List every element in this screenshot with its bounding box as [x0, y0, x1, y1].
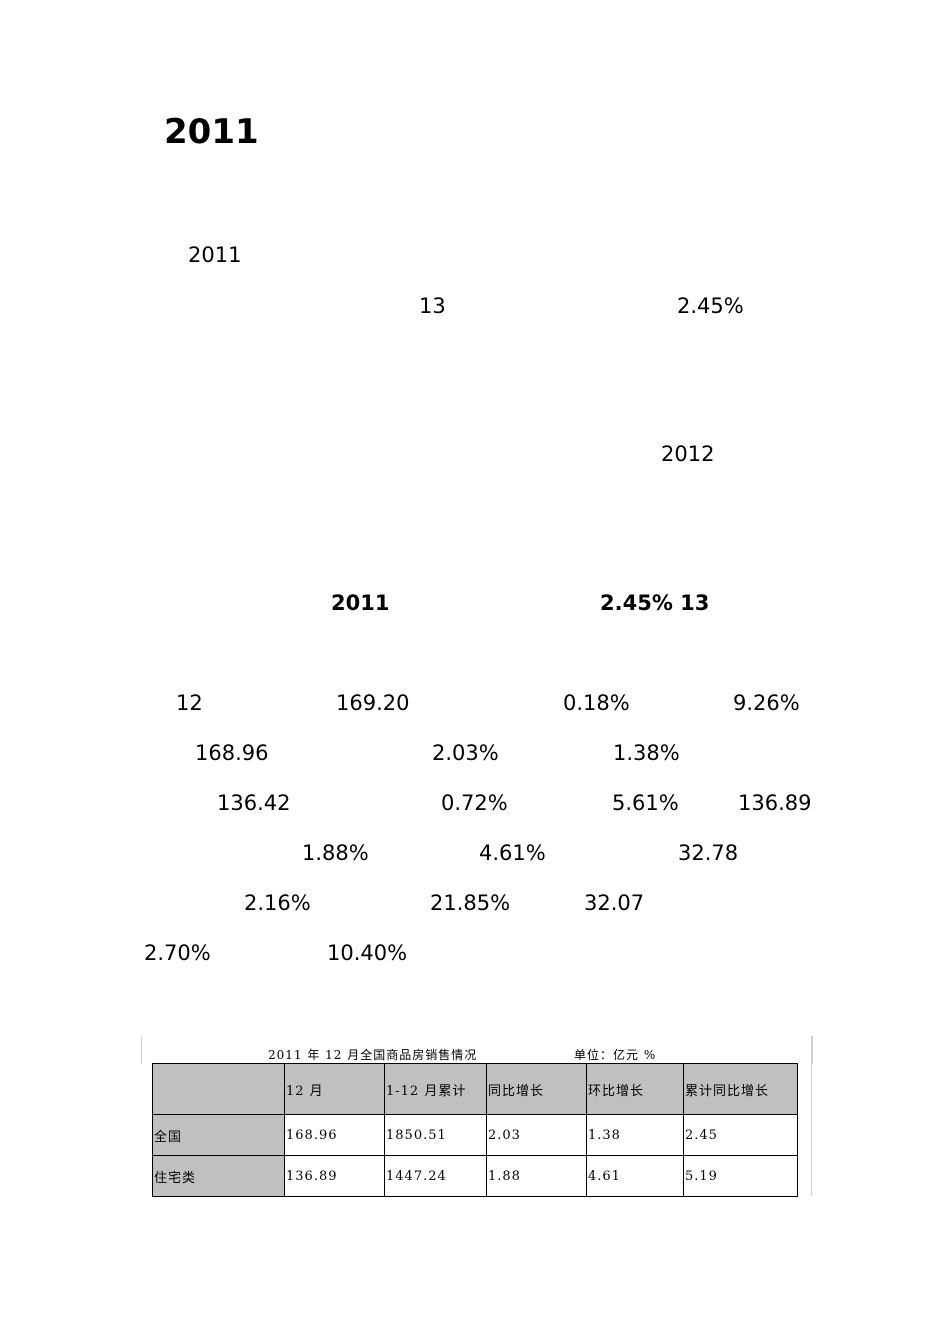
- header-cell-yoy: 同比增长: [486, 1063, 587, 1115]
- table-right-rule: [811, 1036, 812, 1196]
- header-cell-mom: 环比增长: [586, 1063, 684, 1115]
- table-cell: 136.89: [284, 1155, 385, 1197]
- summary-year: 2011: [331, 591, 390, 615]
- fig-r6-a: 2.70%: [144, 941, 211, 965]
- table-cell: 4.61: [586, 1155, 684, 1197]
- fig-r2-c: 1.38%: [613, 741, 680, 765]
- header-cell-cumulative: 1-12 月累计: [384, 1063, 487, 1115]
- table-cell: 5.19: [683, 1155, 798, 1197]
- table-caption-left: 2011 年 12 月全国商品房销售情况: [268, 1048, 478, 1062]
- sales-table: 12 月 1-12 月累计 同比增长 环比增长 累计同比增长 全国 168.96…: [152, 1063, 798, 1197]
- fig-r4-a: 1.88%: [302, 841, 369, 865]
- header-cell-blank: [152, 1063, 285, 1115]
- para1-year: 2011: [188, 243, 242, 267]
- fig-r1-b: 169.20: [336, 691, 410, 715]
- table-cell: 1447.24: [384, 1155, 487, 1197]
- table-caption-frame: [141, 1036, 813, 1064]
- table-cell: 1.38: [586, 1114, 684, 1156]
- fig-r3-c: 5.61%: [612, 791, 679, 815]
- table-header-row: 12 月 1-12 月累计 同比增长 环比增长 累计同比增长: [152, 1063, 798, 1115]
- fig-r1-c: 0.18%: [563, 691, 630, 715]
- table-caption-right: 单位：亿元 %: [574, 1048, 657, 1062]
- fig-r3-a: 136.42: [217, 791, 291, 815]
- fig-r1-a: 12: [176, 691, 203, 715]
- fig-r2-a: 168.96: [195, 741, 269, 765]
- header-cell-month: 12 月: [284, 1063, 385, 1115]
- page-title: 2011: [164, 112, 259, 152]
- fig-r5-b: 21.85%: [430, 891, 511, 915]
- summary-percent-count: 2.45% 13: [600, 591, 710, 615]
- para1-count: 13: [419, 294, 446, 318]
- row-label: 住宅类: [152, 1155, 285, 1197]
- table-row: 住宅类 136.89 1447.24 1.88 4.61 5.19: [152, 1155, 798, 1197]
- table-cell: 1850.51: [384, 1114, 487, 1156]
- fig-r6-b: 10.40%: [327, 941, 408, 965]
- fig-r4-b: 4.61%: [479, 841, 546, 865]
- table-cell: 1.88: [486, 1155, 587, 1197]
- table-row: 全国 168.96 1850.51 2.03 1.38 2.45: [152, 1114, 798, 1156]
- para1-percent: 2.45%: [677, 294, 744, 318]
- fig-r4-c: 32.78: [678, 841, 739, 865]
- fig-r2-b: 2.03%: [432, 741, 499, 765]
- fig-r5-a: 2.16%: [244, 891, 311, 915]
- header-cell-cumulative-yoy: 累计同比增长: [683, 1063, 798, 1115]
- fig-r1-d: 9.26%: [733, 691, 800, 715]
- fig-r5-c: 32.07: [584, 891, 645, 915]
- table-cell: 168.96: [284, 1114, 385, 1156]
- table-cell: 2.45: [683, 1114, 798, 1156]
- fig-r3-b: 0.72%: [441, 791, 508, 815]
- para1-year-2012: 2012: [661, 442, 715, 466]
- fig-r3-d: 136.89: [738, 791, 812, 815]
- row-label: 全国: [152, 1114, 285, 1156]
- table-cell: 2.03: [486, 1114, 587, 1156]
